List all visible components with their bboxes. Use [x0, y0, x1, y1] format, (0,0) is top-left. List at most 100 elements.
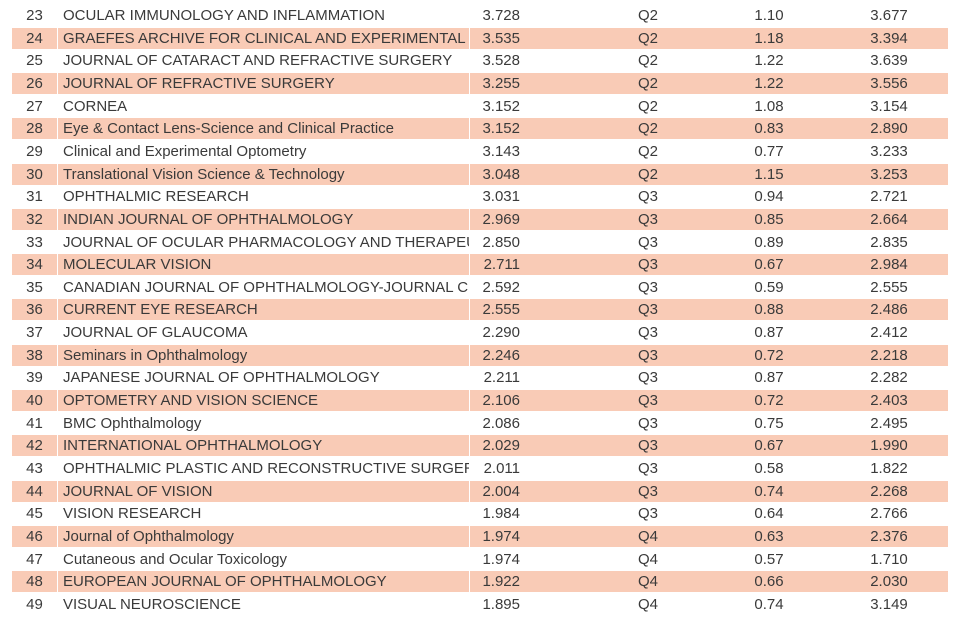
- ratio-cell: 0.72: [754, 346, 784, 364]
- rank-cell: 49: [26, 595, 43, 613]
- five-year-cell: 2.555: [870, 278, 908, 296]
- journal-cell: CORNEA: [63, 97, 128, 115]
- quartile-cell: Q3: [637, 210, 658, 228]
- rank-cell: 39: [26, 369, 43, 387]
- quartile-cell: Q3: [637, 482, 658, 500]
- quartile-cell: Q2: [637, 142, 658, 160]
- ratio-cell: 0.94: [754, 188, 784, 206]
- row-shade: [470, 208, 948, 230]
- impact-factor-cell: 3.152: [482, 97, 520, 115]
- row-shade: [470, 163, 948, 185]
- row-shade: [470, 435, 948, 457]
- five-year-cell: 2.835: [870, 233, 908, 251]
- five-year-cell: 2.268: [870, 482, 908, 500]
- row-shade: [58, 571, 469, 593]
- row-shade: [58, 163, 469, 185]
- journal-cell: JOURNAL OF OCULAR PHARMACOLOGY AND THERA…: [63, 233, 469, 251]
- row-shade: [470, 390, 948, 412]
- five-year-cell: 3.556: [870, 74, 908, 92]
- impact-factor-cell: 2.555: [482, 301, 520, 319]
- five-year-cell: 1.710: [870, 550, 908, 568]
- ratio-cell: 1.18: [754, 29, 784, 47]
- row-shade: [12, 254, 57, 276]
- journal-cell: VISION RESEARCH: [63, 505, 202, 523]
- quartile-cell: Q3: [637, 233, 658, 251]
- five-year-cell: 1.990: [870, 437, 908, 455]
- impact-factor-cell: 3.535: [482, 29, 520, 47]
- rank-cell: 25: [26, 52, 43, 70]
- row-shade: [470, 571, 948, 593]
- row-shade: [58, 435, 469, 457]
- impact-factor-cell: 2.246: [482, 346, 520, 364]
- five-year-cell: 2.890: [870, 120, 908, 138]
- quartile-cell: Q2: [637, 165, 658, 183]
- rank-cell: 41: [26, 414, 43, 432]
- row-shade: [470, 27, 948, 49]
- journal-cell: Cutaneous and Ocular Toxicology: [63, 550, 288, 568]
- quartile-cell: Q2: [637, 29, 658, 47]
- rank-cell: 32: [26, 210, 43, 228]
- row-shade: [12, 390, 57, 412]
- row-shade: [12, 27, 57, 49]
- journal-cell: JOURNAL OF CATARACT AND REFRACTIVE SURGE…: [63, 52, 453, 70]
- journal-cell: EUROPEAN JOURNAL OF OPHTHALMOLOGY: [63, 573, 387, 591]
- five-year-cell: 2.282: [870, 369, 908, 387]
- five-year-cell: 3.677: [870, 7, 908, 24]
- impact-factor-cell: 1.984: [482, 505, 520, 523]
- quartile-cell: Q3: [637, 346, 658, 364]
- row-shade: [470, 525, 948, 547]
- impact-factor-cell: 2.592: [482, 278, 520, 296]
- impact-factor-cell: 1.895: [482, 595, 520, 613]
- impact-factor-cell: 3.031: [482, 188, 520, 206]
- row-shade: [58, 118, 469, 140]
- journal-cell: JOURNAL OF GLAUCOMA: [63, 324, 248, 342]
- row-shade: [470, 480, 948, 502]
- five-year-cell: 3.639: [870, 52, 908, 70]
- five-year-cell: 1.822: [870, 460, 908, 477]
- row-shade: [12, 72, 57, 94]
- row-shade: [58, 208, 469, 230]
- journal-cell: Clinical and Experimental Optometry: [63, 142, 307, 160]
- quartile-cell: Q3: [637, 188, 658, 206]
- rank-cell: 45: [26, 505, 43, 523]
- five-year-cell: 2.664: [870, 210, 908, 228]
- rank-cell: 38: [26, 346, 43, 364]
- rank-cell: 26: [26, 74, 43, 92]
- impact-factor-cell: 3.255: [482, 74, 520, 92]
- ratio-cell: 0.64: [754, 505, 784, 523]
- ratio-cell: 0.63: [754, 527, 784, 545]
- five-year-cell: 3.154: [870, 97, 908, 115]
- impact-factor-cell: 2.029: [482, 437, 520, 455]
- row-shade: [58, 72, 469, 94]
- rank-cell: 27: [26, 97, 43, 115]
- journal-cell: Eye & Contact Lens-Science and Clinical …: [63, 120, 394, 138]
- row-shade: [12, 344, 57, 366]
- ratio-cell: 0.72: [754, 392, 784, 410]
- quartile-cell: Q3: [637, 414, 658, 432]
- rank-cell: 48: [26, 573, 43, 591]
- impact-factor-cell: 3.152: [482, 120, 520, 138]
- ratio-cell: 0.83: [754, 120, 784, 138]
- rank-cell: 43: [26, 460, 43, 477]
- row-shade: [470, 299, 948, 321]
- five-year-cell: 2.030: [870, 573, 908, 591]
- row-shade: [470, 72, 948, 94]
- impact-factor-cell: 2.850: [482, 233, 520, 251]
- five-year-cell: 2.403: [870, 392, 908, 410]
- ratio-cell: 0.87: [754, 369, 784, 387]
- rank-cell: 28: [26, 120, 43, 138]
- journal-cell: Journal of Ophthalmology: [63, 527, 234, 545]
- ratio-cell: 0.74: [754, 482, 784, 500]
- row-shade: [58, 390, 469, 412]
- row-shade: [12, 480, 57, 502]
- ratio-cell: 1.15: [754, 165, 784, 183]
- rank-cell: 33: [26, 233, 43, 251]
- five-year-cell: 2.721: [870, 188, 908, 206]
- quartile-cell: Q4: [637, 595, 658, 613]
- ratio-cell: 0.58: [754, 460, 784, 477]
- journal-cell: JOURNAL OF REFRACTIVE SURGERY: [63, 74, 335, 92]
- journal-cell: OPTOMETRY AND VISION SCIENCE: [63, 392, 319, 410]
- quartile-cell: Q2: [637, 74, 658, 92]
- ratio-cell: 1.22: [754, 74, 784, 92]
